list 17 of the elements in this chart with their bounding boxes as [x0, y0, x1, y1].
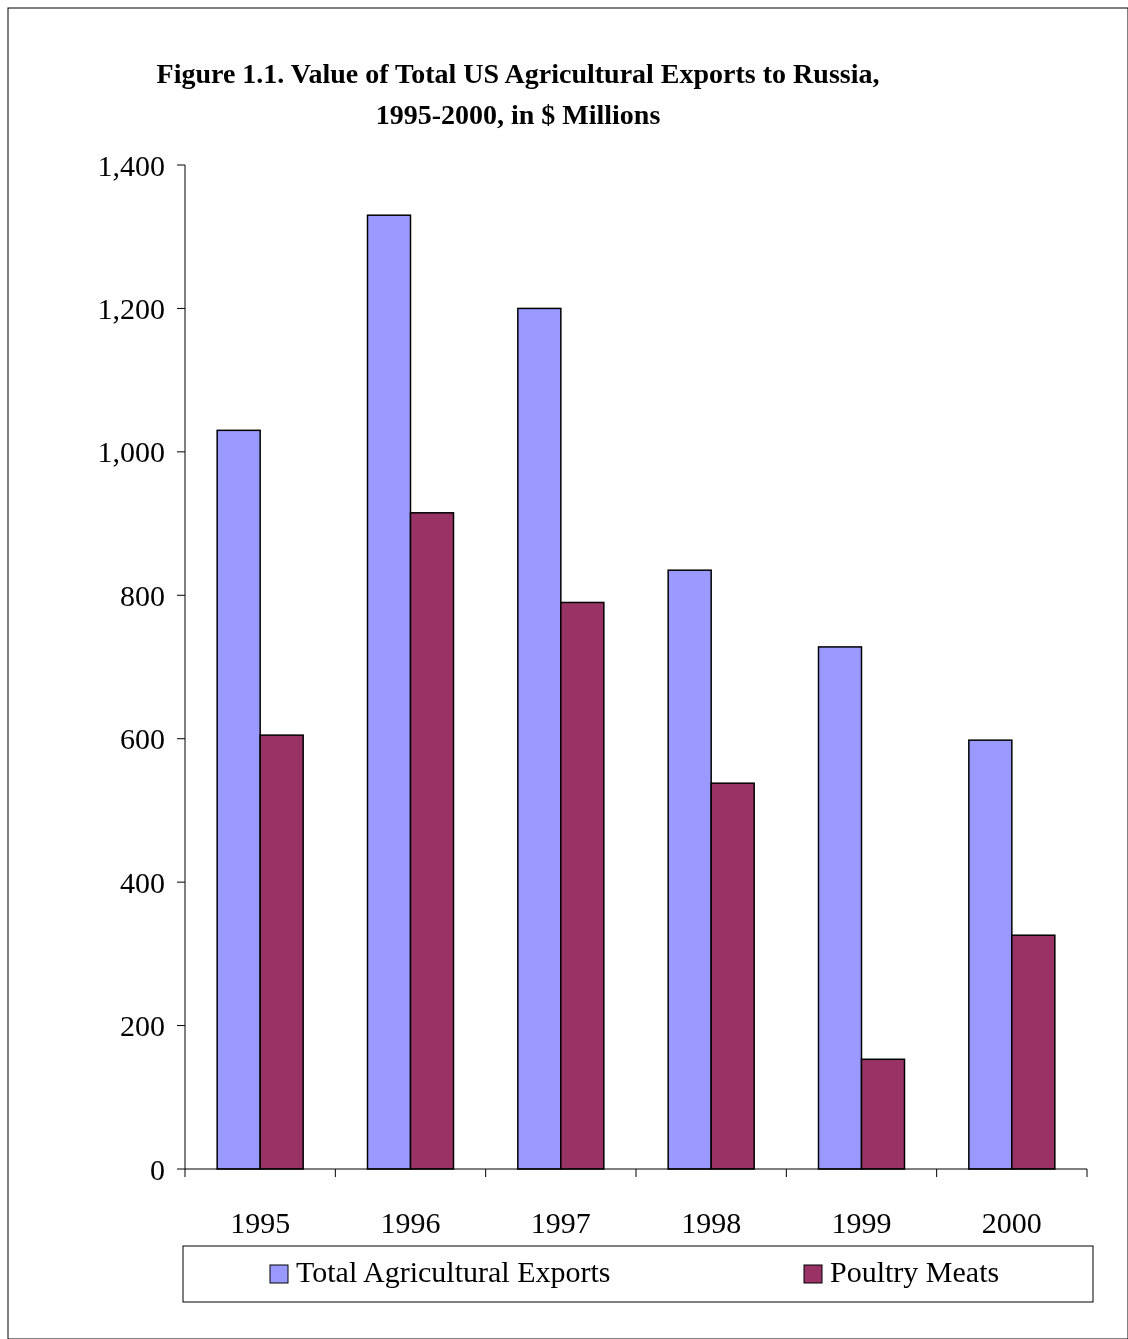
x-tick-label: 1998 — [681, 1206, 742, 1239]
y-tick-label: 1,400 — [97, 148, 165, 182]
legend-label: Poultry Meats — [830, 1255, 1000, 1288]
x-tick-label: 1996 — [380, 1206, 441, 1239]
y-tick-label: 0 — [150, 1152, 165, 1186]
y-tick-label: 1,200 — [97, 291, 165, 325]
x-tick-label: 1999 — [831, 1206, 892, 1239]
y-tick-label: 600 — [120, 722, 165, 756]
y-tick-label: 1,000 — [97, 435, 165, 469]
y-tick-label: 400 — [120, 865, 165, 899]
y-tick-label: 800 — [120, 578, 165, 612]
x-tick-label: 2000 — [981, 1206, 1042, 1239]
x-tick-label: 1995 — [230, 1206, 291, 1239]
y-tick-label: 200 — [120, 1009, 165, 1043]
x-tick-label: 1997 — [530, 1206, 591, 1239]
legend-label: Total Agricultural Exports — [296, 1255, 611, 1288]
chart-title: Figure 1.1. Value of Total US Agricultural Exports to Russia, 1995-2000, in $ Millions — [156, 58, 880, 130]
